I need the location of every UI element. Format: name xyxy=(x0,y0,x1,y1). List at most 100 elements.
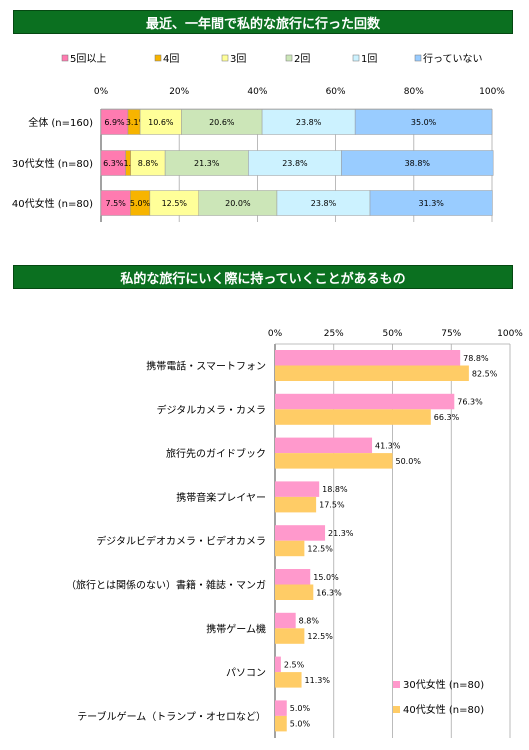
data-label-2-1: 50.0% xyxy=(396,457,422,466)
x-tick-label-2: 50% xyxy=(382,329,402,339)
bar-1-1 xyxy=(275,409,431,425)
legend-label-0: 30代女性 (n=80) xyxy=(403,678,484,691)
data-label-7-1: 11.3% xyxy=(305,676,331,685)
bar-segment-1-2 xyxy=(130,150,166,176)
bar-6-1 xyxy=(275,628,305,644)
legend-swatch-4 xyxy=(352,54,360,62)
data-label-5-0: 15.0% xyxy=(313,573,339,582)
bar-segment-1-4 xyxy=(248,150,342,176)
data-label-2-5: 31.3% xyxy=(418,199,444,208)
bar-5-0 xyxy=(275,569,311,585)
bar-8-1 xyxy=(275,715,287,732)
data-label-6-0: 8.8% xyxy=(299,617,320,626)
data-label-3-0: 18.8% xyxy=(322,485,348,494)
legend-label-1: 40代女性 (n=80) xyxy=(403,703,484,716)
bar-2-0 xyxy=(275,437,373,454)
bar-0-0 xyxy=(275,350,461,366)
stacked-bar-chart-trip-count: 5回以上 4回 3回 2回 1回 行っていない 0% 20% 40% 60% 80% 100% 全体 (… xyxy=(12,52,505,222)
bar-5-1 xyxy=(275,584,314,600)
chart2-title: 私的な旅行にいく際に持っていくことがあるもの xyxy=(13,265,513,289)
bar-segment-2-2 xyxy=(149,190,199,216)
legend-label-0: 5回以上 xyxy=(70,53,106,65)
bar-segment-0-3 xyxy=(181,109,263,135)
x-tick-label-2: 40% xyxy=(247,87,267,97)
legend-swatch-2 xyxy=(221,54,229,62)
legend-swatch-1 xyxy=(393,706,400,713)
legend-swatch-5 xyxy=(414,54,422,62)
legend-label-5: 行っていない xyxy=(423,52,483,65)
category-label-1: 30代女性 (n=80) xyxy=(12,157,93,170)
bar-1-0 xyxy=(275,393,455,410)
category-label-3: 携帯音楽プレイヤー xyxy=(176,491,266,504)
bar-0-1 xyxy=(275,365,469,381)
bar-segment-1-5 xyxy=(341,150,494,176)
data-label-1-2: 8.8% xyxy=(138,159,159,168)
data-label-8-1: 5.0% xyxy=(290,720,311,729)
data-label-0-4: 23.8% xyxy=(296,118,322,127)
category-label-1: デジタルカメラ・カメラ xyxy=(157,403,267,416)
data-label-7-0: 2.5% xyxy=(284,660,305,669)
data-label-6-1: 12.5% xyxy=(307,632,333,641)
data-label-3-1: 17.5% xyxy=(319,501,345,510)
data-label-1-4: 23.8% xyxy=(282,159,308,168)
x-tick-label-3: 60% xyxy=(326,87,346,97)
data-label-4-0: 21.3% xyxy=(328,529,354,538)
bar-7-0 xyxy=(275,656,281,673)
x-tick-label-5: 100% xyxy=(479,87,505,97)
legend-label-4: 1回 xyxy=(361,53,377,65)
x-tick-label-3: 75% xyxy=(441,329,461,339)
data-label-8-0: 5.0% xyxy=(290,704,311,713)
x-tick-label-0: 0% xyxy=(94,87,109,97)
bar-7-1 xyxy=(275,672,302,688)
x-tick-label-4: 100% xyxy=(497,329,523,339)
data-label-1-0: 76.3% xyxy=(457,398,483,407)
data-label-2-0: 41.3% xyxy=(375,441,401,450)
data-label-2-2: 12.5% xyxy=(162,199,188,208)
bar-segment-0-5 xyxy=(354,109,493,135)
bar-2-1 xyxy=(275,453,393,469)
data-label-0-0: 78.8% xyxy=(463,354,489,363)
data-label-2-4: 23.8% xyxy=(311,199,337,208)
category-label-4: デジタルビデオカメラ・ビデオカメラ xyxy=(96,535,266,548)
data-label-0-5: 35.0% xyxy=(411,118,437,127)
data-label-2-1: 5.0% xyxy=(130,199,151,208)
bar-4-0 xyxy=(275,525,326,541)
bar-segment-0-0 xyxy=(100,109,129,135)
bar-segment-2-3 xyxy=(198,190,278,216)
data-label-1-0: 6.3% xyxy=(103,159,124,168)
data-label-2-0: 7.5% xyxy=(105,199,126,208)
bar-4-1 xyxy=(275,540,305,557)
category-label-2: 旅行先のガイドブック xyxy=(166,447,266,460)
bar-8-0 xyxy=(275,700,287,716)
data-label-2-3: 20.0% xyxy=(225,199,251,208)
bar-3-1 xyxy=(275,496,317,513)
legend-swatch-0 xyxy=(393,681,400,688)
category-label-0: 携帯電話・スマートフォン xyxy=(146,360,266,373)
legend-label-2: 3回 xyxy=(230,53,246,65)
data-label-1-5: 38.8% xyxy=(405,159,431,168)
category-label-5: （旅行とは関係のない）書籍・雑誌・マンガ xyxy=(66,579,266,592)
bar-segment-0-2 xyxy=(139,109,182,135)
legend-label-1: 4回 xyxy=(163,53,179,65)
category-label-8: テーブルゲーム（トランプ・オセロなど） xyxy=(77,710,266,723)
bar-segment-1-0 xyxy=(100,150,126,176)
data-label-1-1: 66.3% xyxy=(434,413,460,422)
data-label-0-0: 6.9% xyxy=(104,118,125,127)
data-label-4-1: 12.5% xyxy=(307,544,333,553)
data-label-0-1: 3.1% xyxy=(126,118,147,127)
legend-swatch-3 xyxy=(285,54,293,62)
x-tick-label-0: 0% xyxy=(268,329,283,339)
x-tick-label-1: 25% xyxy=(324,329,344,339)
x-tick-label-4: 80% xyxy=(404,87,424,97)
category-label-7: パソコン xyxy=(226,667,266,679)
legend-swatch-0 xyxy=(61,54,69,62)
chart1-title: 最近、一年間で私的な旅行に行った回数 xyxy=(13,10,513,34)
data-label-5-1: 16.3% xyxy=(316,588,342,597)
bar-6-0 xyxy=(275,612,296,629)
bar-segment-2-5 xyxy=(369,190,493,216)
category-label-2: 40代女性 (n=80) xyxy=(12,197,93,210)
bar-segment-0-4 xyxy=(261,109,356,135)
bar-3-0 xyxy=(275,481,320,497)
data-label-0-2: 10.6% xyxy=(148,118,174,127)
